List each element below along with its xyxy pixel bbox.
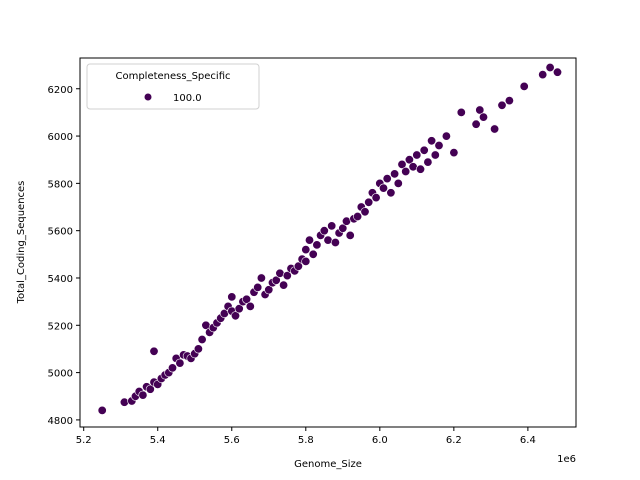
x-tick-label: 5.8	[298, 435, 314, 446]
data-point	[393, 178, 403, 188]
y-tick-label: 6000	[48, 132, 73, 143]
data-point	[319, 226, 329, 236]
x-axis-label: Genome_Size	[294, 459, 362, 470]
data-point	[175, 358, 185, 368]
x-axis-ticks: 5.2 5.4 5.6 5.8 6.0 6.2 6.4	[76, 427, 536, 446]
data-point	[456, 107, 466, 117]
data-point	[264, 285, 274, 295]
data-point	[138, 390, 148, 400]
data-point	[234, 304, 244, 314]
data-point	[382, 174, 392, 184]
data-point	[145, 384, 155, 394]
y-tick-label: 4800	[48, 416, 73, 427]
y-tick-label: 5200	[48, 321, 73, 332]
data-point	[245, 301, 255, 311]
data-point	[552, 67, 562, 77]
data-point	[279, 280, 289, 290]
data-point	[308, 249, 318, 259]
data-point	[345, 230, 355, 240]
data-point	[327, 221, 337, 231]
x-axis-offset-label: 1e6	[557, 454, 576, 465]
data-point	[253, 282, 263, 292]
data-point	[490, 124, 500, 134]
x-tick-label: 6.2	[446, 435, 462, 446]
x-tick-label: 5.6	[224, 435, 240, 446]
data-point	[301, 245, 311, 255]
y-tick-label: 5000	[48, 369, 73, 380]
data-point	[338, 223, 348, 233]
y-tick-label: 5800	[48, 179, 73, 190]
data-point	[427, 136, 437, 146]
data-point	[371, 193, 381, 203]
x-tick-label: 5.2	[76, 435, 92, 446]
legend-entry-label: 100.0	[173, 93, 202, 104]
legend: Completeness_Specific 100.0	[86, 63, 260, 110]
data-point	[271, 275, 281, 285]
data-point	[168, 363, 178, 373]
data-point	[227, 292, 237, 302]
y-axis-ticks: 4800 5000 5200 5400 5600 5800 6000 6200	[48, 85, 80, 427]
y-tick-label: 5600	[48, 227, 73, 238]
data-point	[397, 159, 407, 169]
data-point	[119, 397, 129, 407]
data-point	[364, 197, 374, 207]
data-point	[478, 112, 488, 122]
x-tick-label: 5.4	[150, 435, 166, 446]
data-point	[497, 100, 507, 110]
data-point	[449, 148, 459, 158]
data-point	[301, 256, 311, 266]
data-point	[434, 141, 444, 151]
data-point	[293, 261, 303, 271]
data-point	[415, 164, 425, 174]
y-tick-label: 5400	[48, 274, 73, 285]
data-point	[419, 145, 429, 155]
legend-marker-icon	[144, 93, 152, 101]
x-tick-label: 6.0	[372, 435, 388, 446]
data-point	[304, 235, 314, 245]
data-point	[471, 119, 481, 129]
data-point	[97, 405, 107, 415]
data-point	[275, 268, 285, 278]
data-point	[475, 105, 485, 115]
data-point	[330, 238, 340, 248]
data-point	[378, 183, 388, 193]
data-point	[401, 167, 411, 177]
data-point	[360, 207, 370, 217]
x-tick-label: 6.4	[520, 435, 536, 446]
legend-box	[86, 63, 260, 110]
data-point	[390, 169, 400, 179]
data-point	[282, 271, 292, 281]
legend-title: Completeness_Specific	[115, 71, 230, 82]
data-point	[256, 273, 266, 283]
data-point	[197, 334, 207, 344]
data-point	[441, 131, 451, 141]
y-axis-label: Total_Coding_Sequences	[16, 181, 27, 305]
data-point	[231, 311, 241, 321]
data-point	[504, 96, 514, 106]
data-point	[430, 150, 440, 160]
data-point	[312, 240, 322, 250]
data-point	[538, 70, 548, 80]
data-point	[404, 155, 414, 165]
data-point	[149, 346, 159, 356]
data-point	[242, 294, 252, 304]
data-points	[97, 62, 562, 415]
data-point	[423, 157, 433, 167]
data-point	[386, 188, 396, 198]
data-point	[193, 344, 203, 354]
data-point	[412, 150, 422, 160]
data-point	[545, 62, 555, 72]
y-tick-label: 6200	[48, 85, 73, 96]
data-point	[519, 81, 529, 91]
data-point	[353, 212, 363, 222]
